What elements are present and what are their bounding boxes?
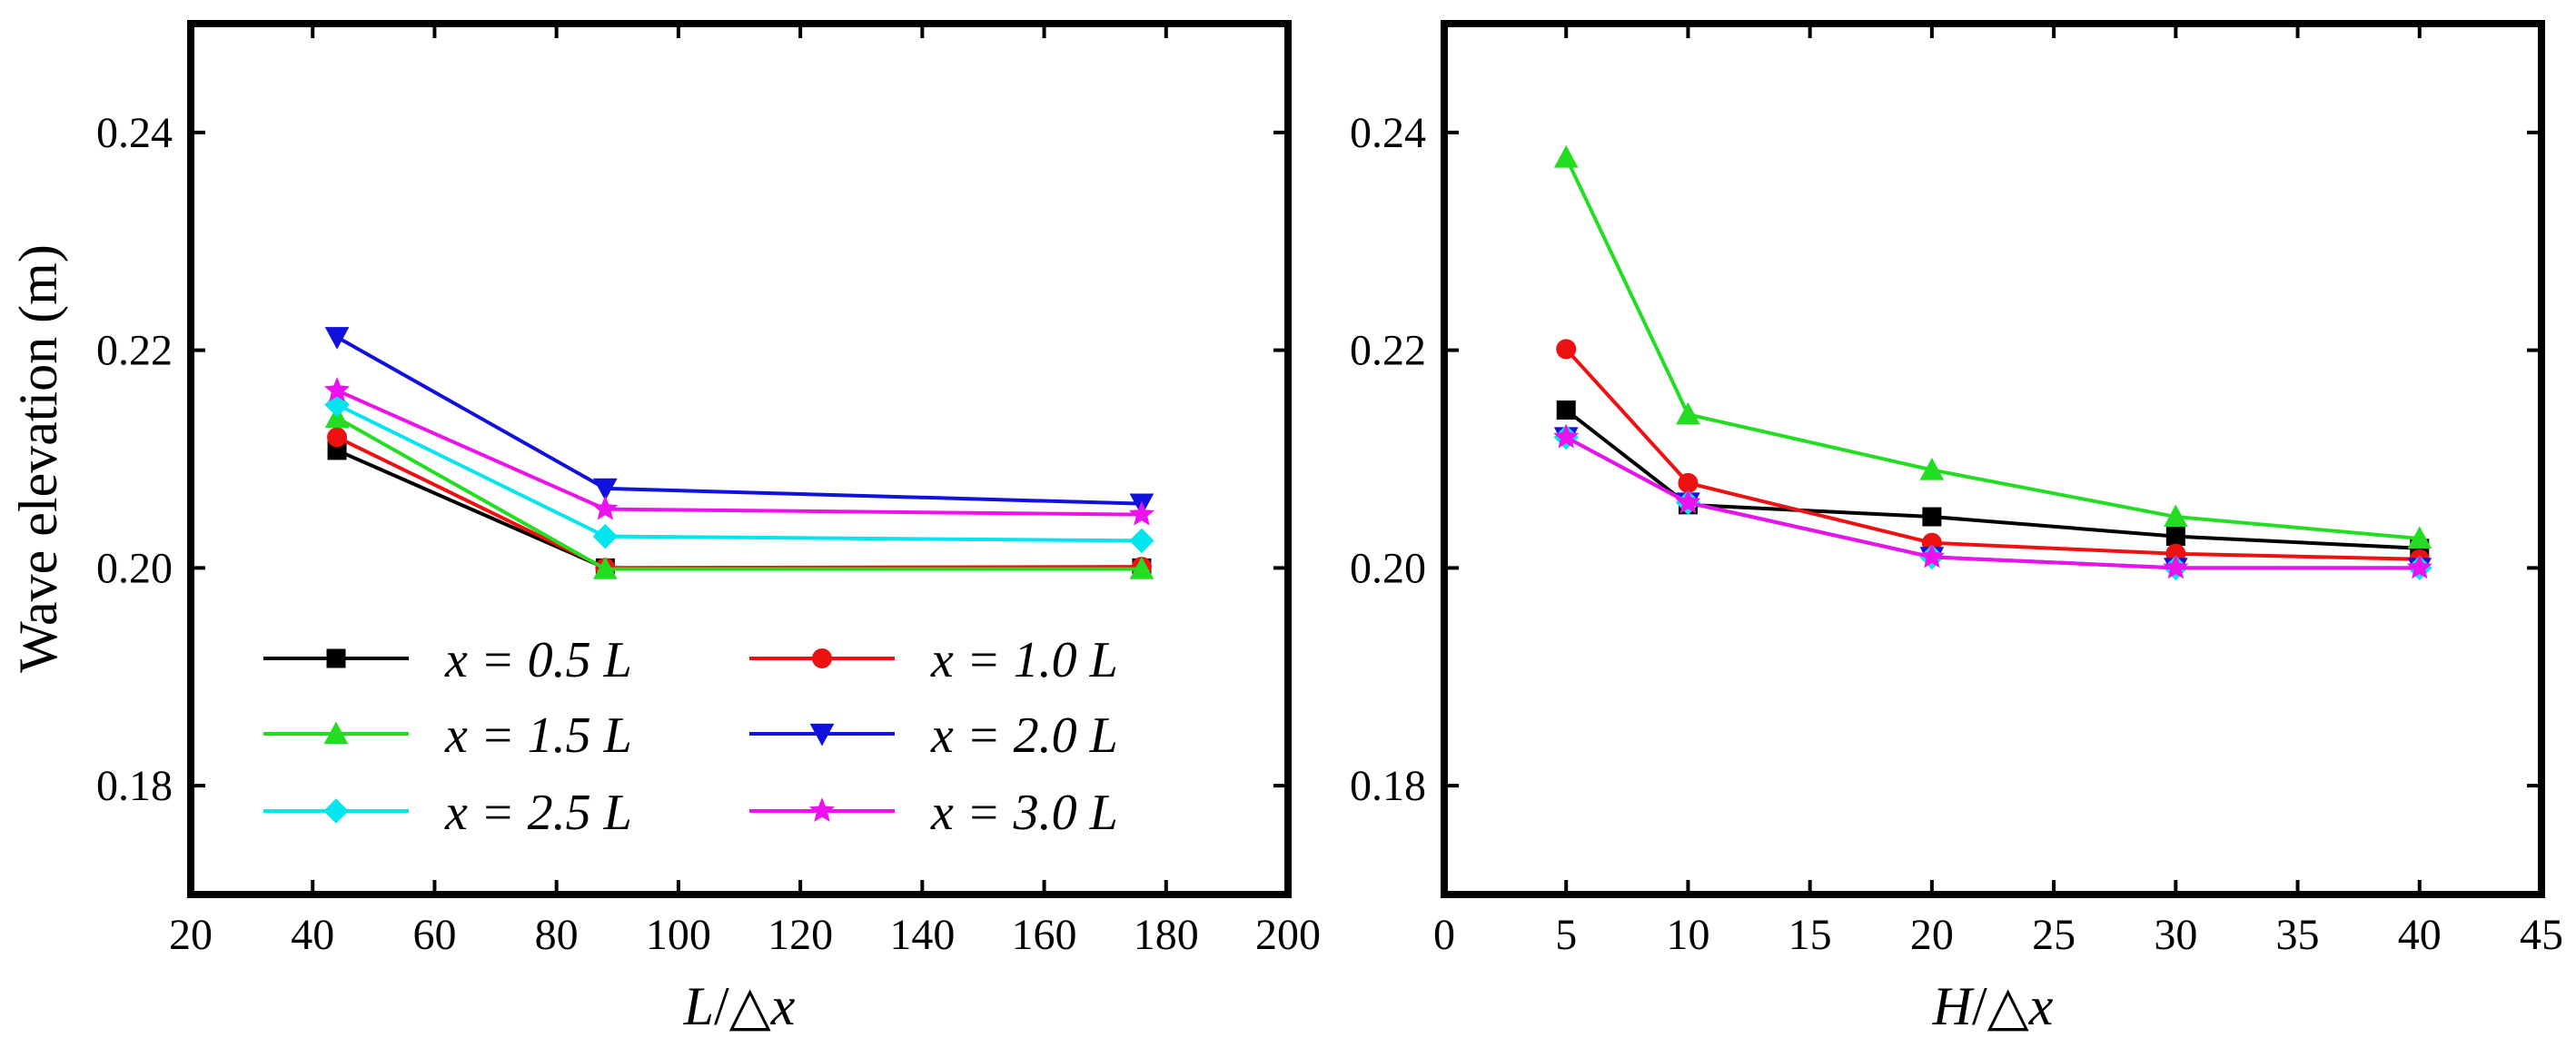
legend-item-x-1-5-l: x = 1.5 L	[263, 707, 632, 764]
legend-label: x = 1.5 L	[444, 707, 632, 764]
series-x-1-5-l	[1553, 144, 2432, 549]
legend: x = 0.5 L x = 1.0 L x = 1.5 L x = 2.0 L x = …	[263, 632, 1118, 841]
data-point	[1129, 557, 1154, 579]
x-tick-label: 30	[2154, 911, 2197, 959]
x-tick-label: 20	[169, 911, 213, 959]
data-point	[324, 327, 350, 350]
y-tick-label: 0.24	[1350, 109, 1426, 157]
series-x-3-0-l	[1553, 423, 2432, 579]
legend-label: x = 0.5 L	[444, 632, 632, 688]
y-tick-label: 0.24	[96, 109, 173, 157]
series-x-3-0-l	[323, 377, 1155, 526]
x-tick-label: 120	[768, 911, 833, 959]
data-point	[2163, 504, 2188, 528]
data-point	[1918, 543, 1945, 568]
x-tick-label: 0	[1433, 911, 1455, 959]
data-point	[327, 427, 348, 448]
data-point	[323, 377, 351, 401]
data-point	[592, 523, 619, 549]
y-tick-label: 0.20	[96, 544, 173, 592]
data-point	[2407, 526, 2432, 549]
legend-item-x-3-0-l: x = 3.0 L	[749, 785, 1118, 841]
data-point	[1553, 144, 1579, 168]
y-tick-label: 0.22	[96, 327, 173, 375]
data-point	[593, 557, 618, 579]
legend-label: x = 2.5 L	[444, 785, 632, 841]
plot-frame	[1441, 20, 2545, 898]
data-point	[1922, 507, 1942, 527]
x-tick-label: 25	[2032, 911, 2076, 959]
legend-item-x-2-0-l: x = 2.0 L	[749, 707, 1118, 764]
series-line	[336, 335, 1142, 506]
y-tick-label: 0.18	[96, 762, 173, 810]
x-tick-label: 60	[412, 911, 456, 959]
x-tick-label: 15	[1788, 911, 1832, 959]
series-x-1-0-l	[327, 427, 1152, 578]
legend-marker	[808, 797, 836, 822]
data-point	[1553, 423, 1580, 449]
y-axis-label: Wave elevation (m)	[8, 244, 68, 673]
legend-label: x = 1.0 L	[930, 632, 1118, 688]
x-tick-label: 45	[2520, 911, 2563, 959]
data-point	[1676, 401, 1700, 425]
data-point	[1128, 500, 1155, 526]
data-point	[1556, 400, 1576, 420]
x-tick-label: 20	[1910, 911, 1954, 959]
series-x-2-0-l	[324, 327, 1154, 517]
legend-marker	[809, 723, 835, 746]
legend-marker	[326, 648, 346, 668]
x-tick-label: 35	[2276, 911, 2320, 959]
data-point	[2406, 554, 2432, 579]
data-point	[2165, 527, 2185, 547]
data-point	[1129, 528, 1154, 554]
right-panel: 0.18 0.20 0.22 0.24 0 5 10 15 20 25 30 35 40 45 H/△x	[1350, 20, 2563, 1036]
series-x-1-0-l	[1556, 339, 2430, 569]
data-point	[1919, 457, 1945, 480]
x-tick-label: 5	[1555, 911, 1577, 959]
left-panel: 0.18 0.20 0.22 0.24 20 40 60 80 100 120 140 160 180 2…	[96, 20, 1321, 1036]
x-tick-label: 80	[535, 911, 579, 959]
legend-label: x = 3.0 L	[930, 785, 1118, 841]
legend-item-x-0-5-l: x = 0.5 L	[263, 632, 632, 688]
legend-item-x-1-0-l: x = 1.0 L	[749, 632, 1118, 688]
x-tick-label: 200	[1255, 911, 1321, 959]
data-point	[592, 495, 619, 520]
legend-marker	[323, 798, 349, 824]
y-tick-label: 0.18	[1350, 762, 1426, 810]
x-tick-label: 180	[1134, 911, 1199, 959]
y-tick-label: 0.20	[1350, 544, 1426, 592]
plot-frame	[187, 20, 1292, 898]
legend-marker	[323, 721, 349, 745]
data-point	[1556, 339, 1577, 360]
data-point	[1675, 489, 1701, 514]
x-tick-label: 40	[291, 911, 334, 959]
data-point	[593, 478, 618, 501]
series-line	[336, 402, 1142, 543]
x-tick-label: 100	[646, 911, 711, 959]
x-tick-label: 140	[889, 911, 955, 959]
legend-item-x-2-5-l: x = 2.5 L	[263, 785, 632, 841]
x-tick-label: 40	[2398, 911, 2442, 959]
x-tick-label: 160	[1012, 911, 1077, 959]
legend-label: x = 2.0 L	[930, 707, 1118, 764]
y-tick-label: 0.22	[1350, 327, 1426, 375]
x-axis-label: L/△x	[683, 976, 796, 1036]
series-x-2-5-l	[324, 391, 1154, 554]
x-tick-label: 10	[1666, 911, 1709, 959]
x-axis-label: H/△x	[1932, 976, 2054, 1036]
data-point	[2163, 554, 2189, 579]
legend-marker	[812, 648, 832, 668]
